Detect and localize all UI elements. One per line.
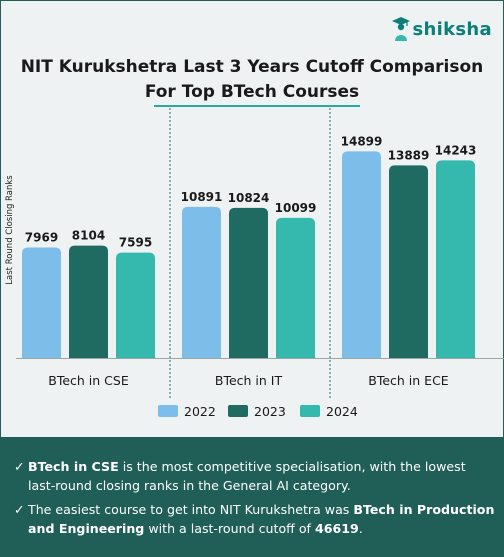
insight-text-1: BTech in CSE is the most competitive spe… bbox=[28, 457, 496, 495]
insight-1-highlight: BTech in CSE bbox=[28, 459, 119, 474]
bar-value-label: 14243 bbox=[435, 143, 477, 157]
bar-value-label: 13889 bbox=[388, 148, 430, 162]
bar bbox=[182, 206, 221, 358]
legend-label: 2022 bbox=[184, 404, 216, 419]
insight-2-body-b: with a last-round cutoff of bbox=[144, 521, 315, 536]
bar bbox=[69, 245, 108, 358]
bar-value-label: 8104 bbox=[72, 229, 105, 243]
check-icon: ✓ bbox=[14, 502, 25, 517]
insight-item-2: ✓ The easiest course to get into NIT Kur… bbox=[14, 500, 496, 538]
bar bbox=[276, 217, 315, 358]
category-label: BTech in CSE bbox=[48, 373, 129, 388]
title-underline bbox=[154, 105, 360, 107]
bar-value-label: 10824 bbox=[228, 191, 270, 205]
legend-swatch bbox=[158, 405, 178, 417]
bar-value-label: 10099 bbox=[275, 201, 317, 215]
bar bbox=[22, 247, 61, 358]
insight-panel: ✓ BTech in CSE is the most competitive s… bbox=[0, 437, 504, 557]
category-label: BTech in ECE bbox=[368, 373, 449, 388]
insight-2-highlight-course: BTech in Production and Engineering bbox=[28, 502, 495, 536]
category-label: BTech in IT bbox=[215, 373, 283, 388]
title-line-1: NIT Kurukshetra Last 3 Years Cutoff Comp… bbox=[20, 57, 484, 77]
insight-text-2: The easiest course to get into NIT Kuruk… bbox=[28, 500, 496, 538]
bar bbox=[389, 165, 428, 358]
title-line-2: For Top BTech Courses bbox=[144, 82, 360, 102]
bar bbox=[116, 252, 155, 358]
legend-label: 2024 bbox=[326, 404, 358, 419]
insight-2-highlight-cutoff: 46619 bbox=[314, 521, 359, 536]
legend-swatch bbox=[300, 405, 320, 417]
bar bbox=[229, 207, 268, 358]
insight-item-1: ✓ BTech in CSE is the most competitive s… bbox=[14, 457, 496, 495]
insight-2-body-c: . bbox=[358, 521, 363, 536]
brand-logo: shiksha bbox=[391, 14, 492, 44]
bar-value-label: 7969 bbox=[25, 230, 58, 244]
bar-value-label: 7595 bbox=[119, 236, 152, 250]
bar bbox=[342, 151, 381, 358]
y-axis-label: Last Round Closing Ranks bbox=[5, 175, 15, 285]
legend-swatch bbox=[228, 405, 248, 417]
brand-name: shiksha bbox=[412, 18, 492, 40]
check-icon: ✓ bbox=[14, 459, 25, 474]
insight-1-body: is the most competitive specialisation, … bbox=[28, 459, 466, 493]
insight-2-body-a: The easiest course to get into NIT Kuruk… bbox=[28, 502, 354, 517]
legend-label: 2023 bbox=[254, 404, 286, 419]
chart-title: NIT Kurukshetra Last 3 Years Cutoff Comp… bbox=[0, 55, 504, 105]
graduate-icon bbox=[391, 17, 410, 41]
bar-value-label: 14899 bbox=[341, 134, 383, 148]
bar-chart: Last Round Closing Ranks 7969 8104 7595 BTec… bbox=[5, 108, 504, 419]
bar-value-label: 10891 bbox=[181, 190, 223, 204]
bar bbox=[436, 160, 475, 358]
